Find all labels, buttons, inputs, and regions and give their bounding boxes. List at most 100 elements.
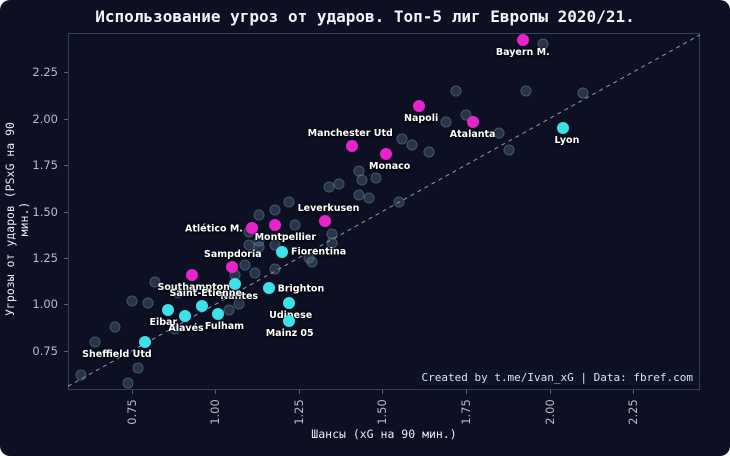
background-point (393, 196, 405, 208)
scatter-point-alav-s (179, 309, 192, 322)
background-point (269, 239, 281, 251)
scatter-point-montpellier (269, 218, 282, 231)
background-point (269, 204, 281, 216)
y-tick-mark (64, 165, 68, 167)
y-tick-label: 1.50 (32, 204, 58, 219)
background-point (75, 369, 87, 381)
background-point (493, 127, 505, 139)
background-point (126, 295, 138, 307)
background-point (423, 146, 435, 158)
x-tick-label: 1.75 (458, 399, 473, 425)
background-point (249, 267, 261, 279)
scatter-point-atalanta (466, 116, 479, 129)
x-tick-mark (131, 390, 133, 394)
background-point (89, 336, 101, 348)
y-axis-title: Угрозы от ударов (PSxG на 90 мин.) (3, 122, 31, 316)
x-tick-mark (549, 390, 551, 394)
background-point (306, 256, 318, 268)
y-tick-label: 0.75 (32, 343, 58, 358)
scatter-point-leverkusen (319, 214, 332, 227)
point-label-atalanta: Atalanta (449, 129, 496, 141)
x-tick-label: 2.00 (542, 399, 557, 425)
background-point (132, 362, 144, 374)
background-point (172, 287, 184, 299)
background-point (289, 219, 301, 231)
scatter-point-atl-tico-m (245, 222, 258, 235)
background-point (406, 139, 418, 151)
scatter-point-napoli (413, 99, 426, 112)
background-point (326, 237, 338, 249)
scatter-point-monaco (379, 147, 392, 160)
point-label-mainz-05: Mainz 05 (265, 328, 314, 340)
x-tick-label: 2.25 (626, 399, 641, 425)
background-point (356, 174, 368, 186)
x-tick-mark (215, 390, 217, 394)
scatter-point-saint-tienne (195, 300, 208, 313)
point-label-eibar: Eibar (149, 317, 178, 329)
scatter-point-udinese (282, 296, 295, 309)
point-label-lyon: Lyon (554, 134, 580, 146)
x-tick-mark (465, 390, 467, 394)
point-label-bayern-m: Bayern M. (495, 47, 550, 59)
scatter-point-lyon (556, 121, 569, 134)
background-point (333, 178, 345, 190)
background-point (460, 109, 472, 121)
point-label-sheffield-utd: Sheffield Utd (82, 348, 152, 360)
point-label-leverkusen: Leverkusen (297, 202, 360, 214)
background-point (440, 116, 452, 128)
point-label-sampdoria: Sampdoria (204, 249, 262, 261)
background-point (233, 298, 245, 310)
point-label-saint-tienne: Saint-Étienne (169, 288, 242, 300)
scatter-point-bayern-m (516, 34, 529, 47)
background-point (370, 172, 382, 184)
y-tick-mark (64, 304, 68, 306)
scatter-point-mainz-05 (282, 315, 295, 328)
y-tick-label: 1.75 (32, 158, 58, 173)
y-tick-mark (64, 72, 68, 74)
point-label-brighton: Brighton (277, 283, 325, 295)
x-tick-label: 1.00 (208, 399, 223, 425)
x-tick-mark (382, 390, 384, 394)
background-point (503, 144, 515, 156)
point-label-fulham: Fulham (204, 320, 245, 332)
background-point (253, 209, 265, 221)
scatter-point-nantes (229, 278, 242, 291)
point-label-monaco: Monaco (369, 160, 411, 172)
y-tick-mark (64, 211, 68, 213)
y-tick-mark (64, 350, 68, 352)
point-label-fiorentina: Fiorentina (291, 246, 347, 258)
background-point (142, 297, 154, 309)
x-tick-mark (298, 390, 300, 394)
y-tick-label: 2.00 (32, 111, 58, 126)
scatter-point-sampdoria (225, 261, 238, 274)
y-tick-mark (64, 257, 68, 259)
scatter-point-southampton (185, 268, 198, 281)
x-tick-label: 1.50 (375, 399, 390, 425)
background-point (149, 276, 161, 288)
chart-title: Использование угроз от ударов. Топ-5 лиг… (95, 7, 635, 26)
scatter-point-fulham (212, 307, 225, 320)
point-label-nantes: Nantes (220, 291, 259, 303)
point-label-atl-tico-m: Atlético M. (184, 223, 243, 235)
background-point (396, 133, 408, 145)
point-label-udinese: Udinese (269, 310, 312, 321)
point-label-montpellier: Montpellier (254, 231, 317, 243)
y-tick-label: 2.25 (32, 65, 58, 80)
credit-text: Created by t.me/Ivan_xG | Data: fbref.co… (417, 370, 697, 385)
plot-area (68, 33, 700, 390)
x-axis-title: Шансы (xG на 90 мин.) (311, 427, 457, 441)
scatter-point-fiorentina (276, 246, 288, 259)
background-point (239, 259, 251, 271)
x-tick-label: 1.25 (291, 399, 306, 425)
x-tick-label: 0.75 (124, 399, 139, 425)
scatter-point-manchester-utd (346, 140, 359, 153)
point-label-southampton: Southampton (157, 281, 230, 293)
background-point (537, 38, 549, 50)
y-tick-mark (64, 118, 68, 120)
y-tick-label: 1.00 (32, 297, 58, 312)
background-point (520, 85, 532, 97)
background-point (450, 85, 462, 97)
background-point (169, 323, 181, 335)
